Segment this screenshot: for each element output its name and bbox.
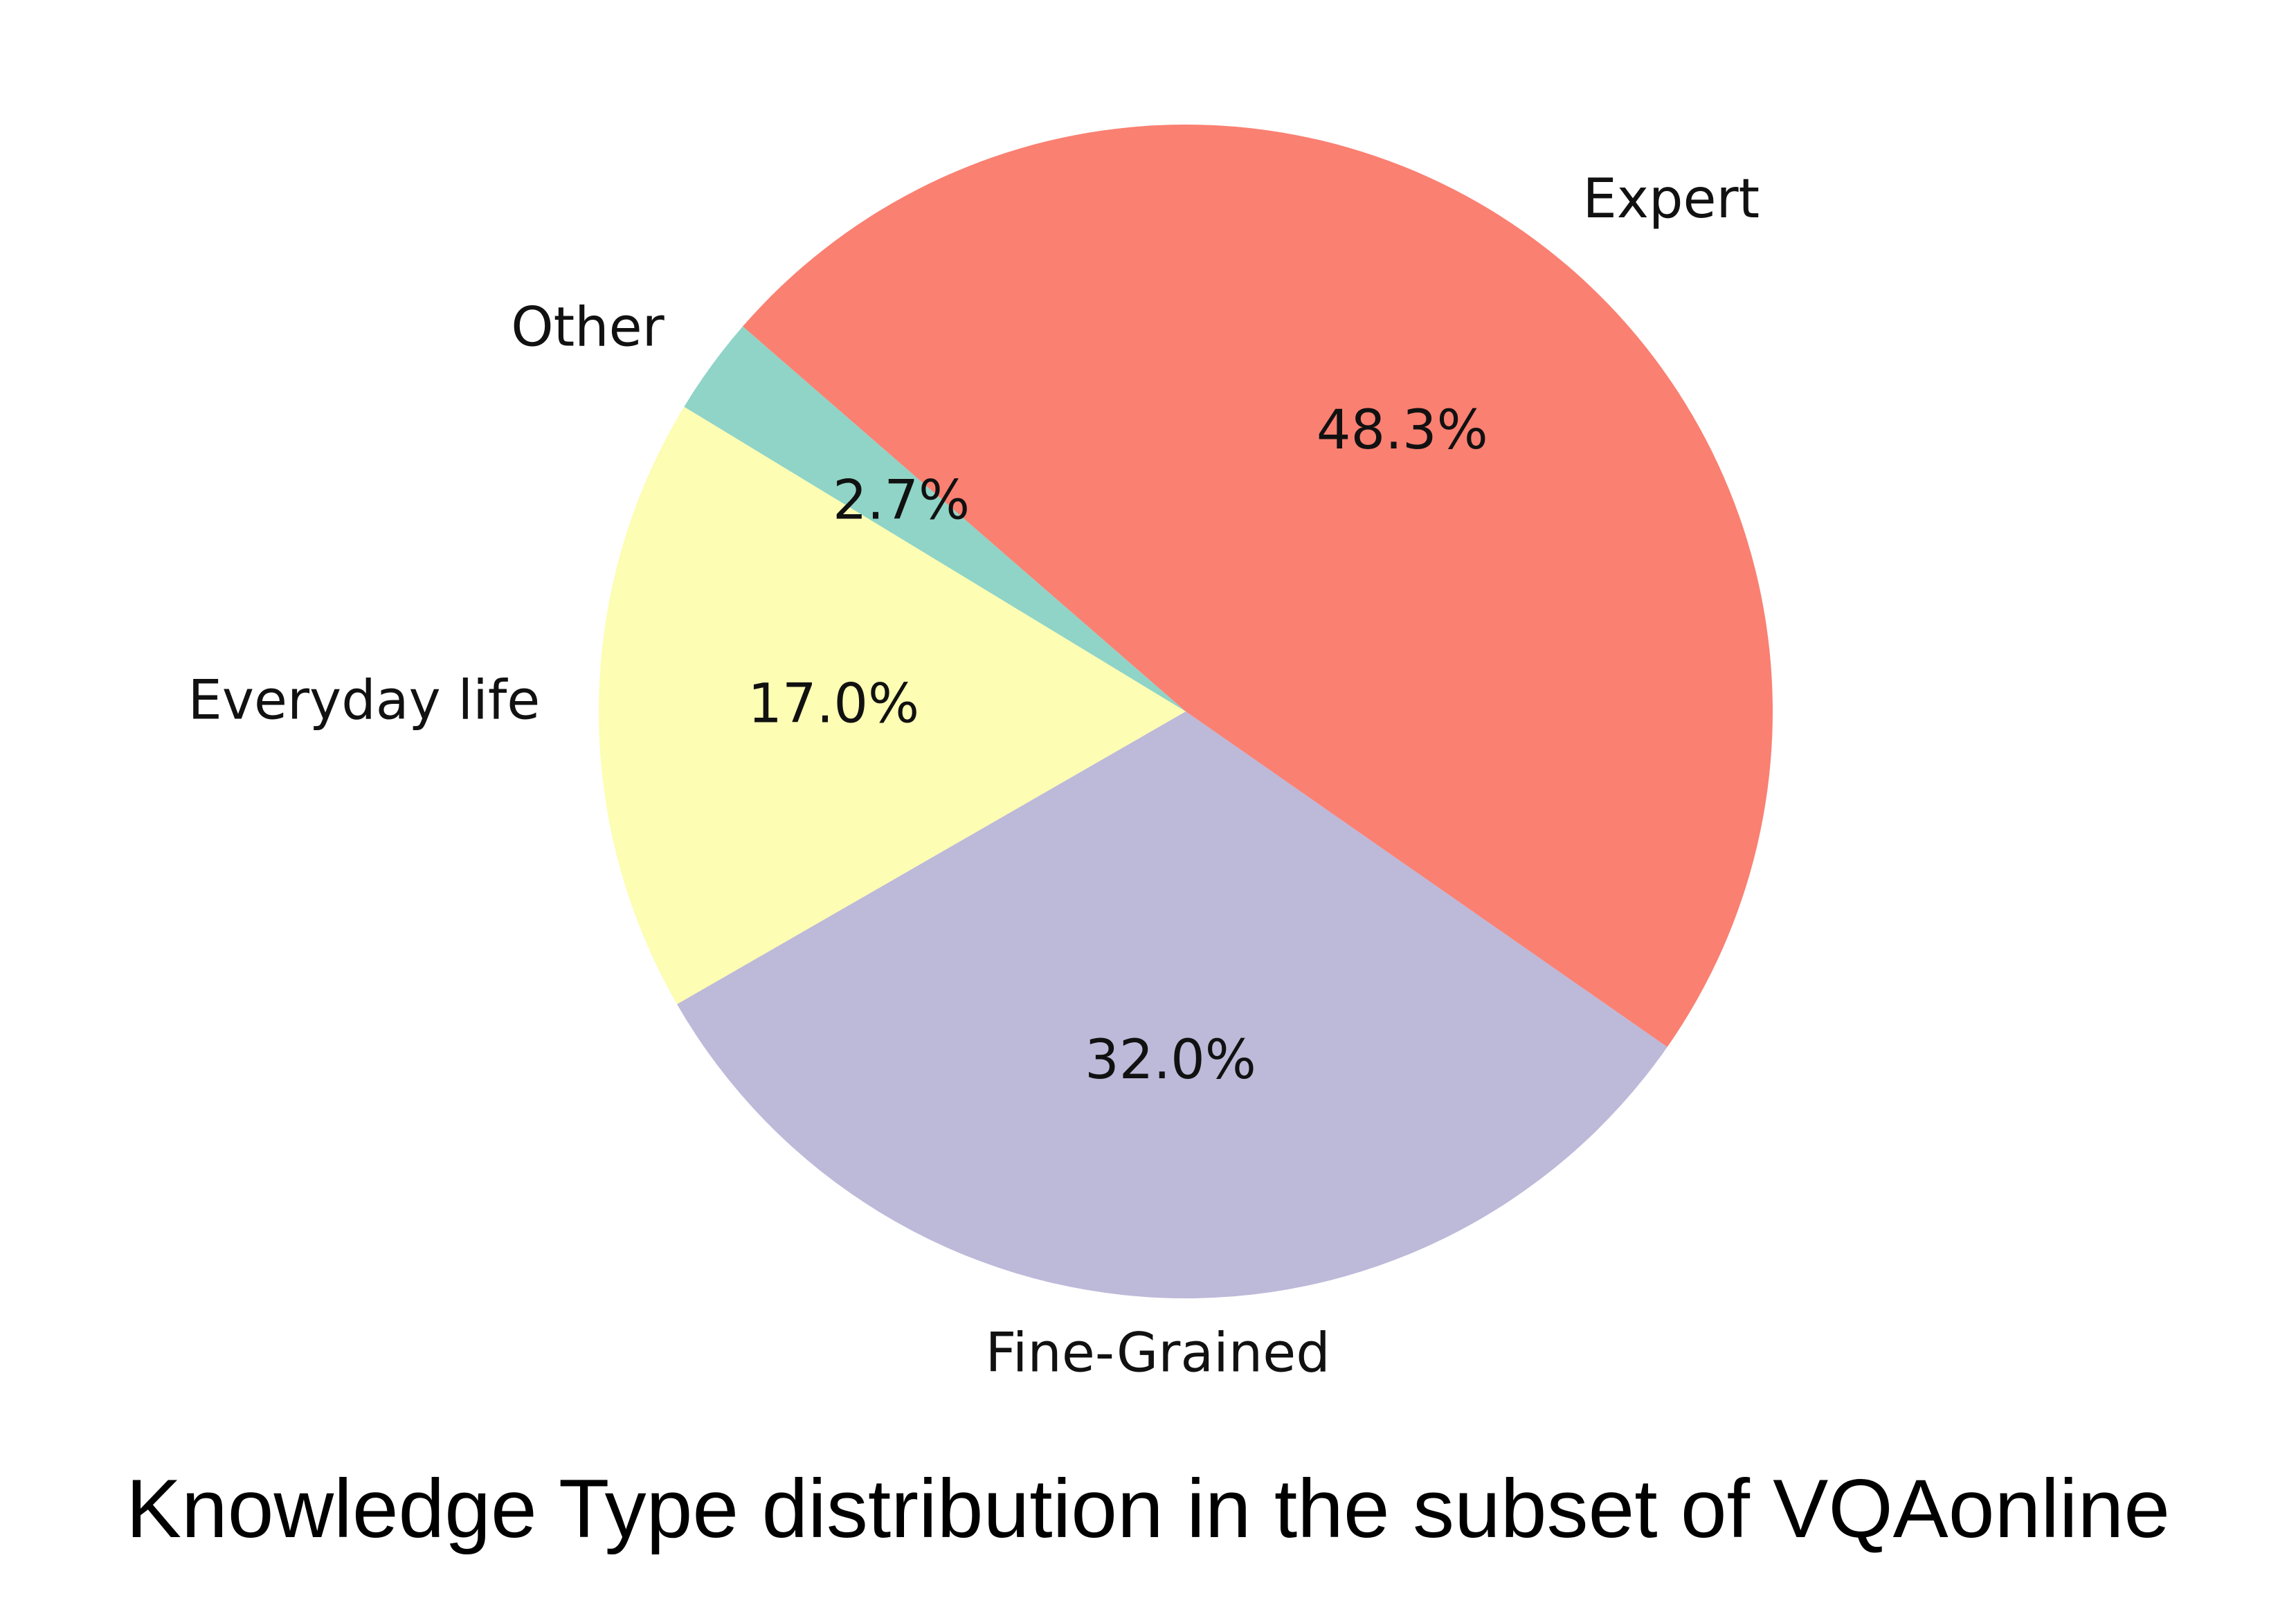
- slice-label-expert: Expert: [1583, 168, 1760, 230]
- pie-labels: Expert 48.3% Fine-Grained 32.0% Everyday lif…: [188, 168, 1760, 1384]
- slice-percent-everyday-life: 17.0%: [748, 673, 919, 735]
- pie-slice-everyday-life: [599, 406, 1186, 1004]
- slice-percent-fine-grained: 32.0%: [1085, 1029, 1256, 1091]
- slice-label-fine-grained: Fine-Grained: [986, 1322, 1330, 1384]
- pie-chart: Expert 48.3% Fine-Grained 32.0% Everyday lif…: [188, 124, 1773, 1384]
- slice-percent-expert: 48.3%: [1317, 399, 1488, 462]
- pie-slice-other: [684, 326, 1186, 711]
- pie-slices: [599, 124, 1773, 1299]
- slice-label-everyday-life: Everyday life: [188, 669, 541, 732]
- chart-title: Knowledge Type distribution in the subse…: [125, 1462, 2170, 1555]
- pie-slice-expert: [743, 124, 1773, 1047]
- pie-slice-fine-grained: [677, 711, 1667, 1299]
- slice-label-other: Other: [511, 296, 665, 358]
- slice-percent-other: 2.7%: [833, 469, 970, 532]
